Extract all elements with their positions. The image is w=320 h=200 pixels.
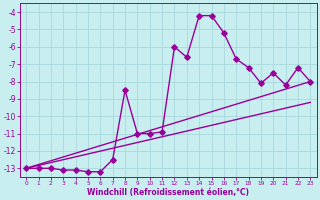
X-axis label: Windchill (Refroidissement éolien,°C): Windchill (Refroidissement éolien,°C) bbox=[87, 188, 249, 197]
